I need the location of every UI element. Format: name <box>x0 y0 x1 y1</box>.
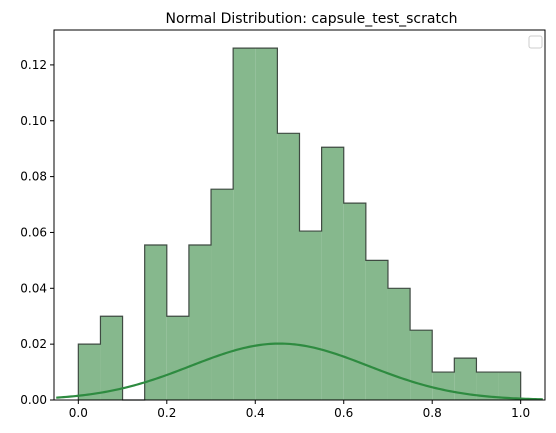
histogram-bar <box>233 48 256 401</box>
histogram-bar <box>188 245 212 400</box>
axes-frame <box>53 29 546 401</box>
y-tick-label: 0.12 <box>20 58 47 72</box>
x-tick-label: 1.0 <box>511 406 530 420</box>
x-tick-label: 0.4 <box>246 406 265 420</box>
histogram-bar <box>365 260 388 400</box>
chart-title: Normal Distribution: capsule_test_scratc… <box>165 11 457 27</box>
histogram-bar <box>255 48 278 401</box>
histogram-bar <box>166 316 189 400</box>
histogram-bar <box>144 245 167 400</box>
histogram-bar <box>78 344 101 400</box>
legend-box <box>528 35 543 49</box>
histogram-bar <box>454 358 477 400</box>
x-tick-label: 0.6 <box>334 406 353 420</box>
histogram-bar <box>410 330 433 400</box>
histogram-outline <box>77 47 522 401</box>
histogram-bar <box>321 147 344 400</box>
plot-area <box>53 29 546 401</box>
y-axis: 0.00 0.02 0.04 0.06 0.08 0.10 0.12 <box>20 58 54 407</box>
histogram-bar <box>498 372 521 400</box>
y-tick-label: 0.08 <box>20 170 47 184</box>
histogram-bar <box>211 189 234 400</box>
histogram-bar <box>277 133 300 401</box>
histogram-bar <box>387 288 411 400</box>
normal-curve-line <box>56 342 543 401</box>
y-tick-label: 0.10 <box>20 114 47 128</box>
x-tick-label: 0.8 <box>423 406 442 420</box>
y-tick-label: 0.02 <box>20 337 47 351</box>
x-tick-label: 0.2 <box>157 406 176 420</box>
histogram-bar <box>299 231 322 400</box>
histogram-bar <box>476 372 499 400</box>
histogram-bar <box>343 203 366 400</box>
y-tick-label: 0.06 <box>20 225 47 239</box>
x-axis: 0.0 0.2 0.4 0.6 0.8 1.0 <box>69 400 530 420</box>
y-tick-label: 0.04 <box>20 281 47 295</box>
histogram-bar <box>432 372 455 400</box>
y-tick-label: 0.00 <box>20 393 47 407</box>
histogram-bar <box>100 316 123 400</box>
x-tick-label: 0.0 <box>69 406 88 420</box>
